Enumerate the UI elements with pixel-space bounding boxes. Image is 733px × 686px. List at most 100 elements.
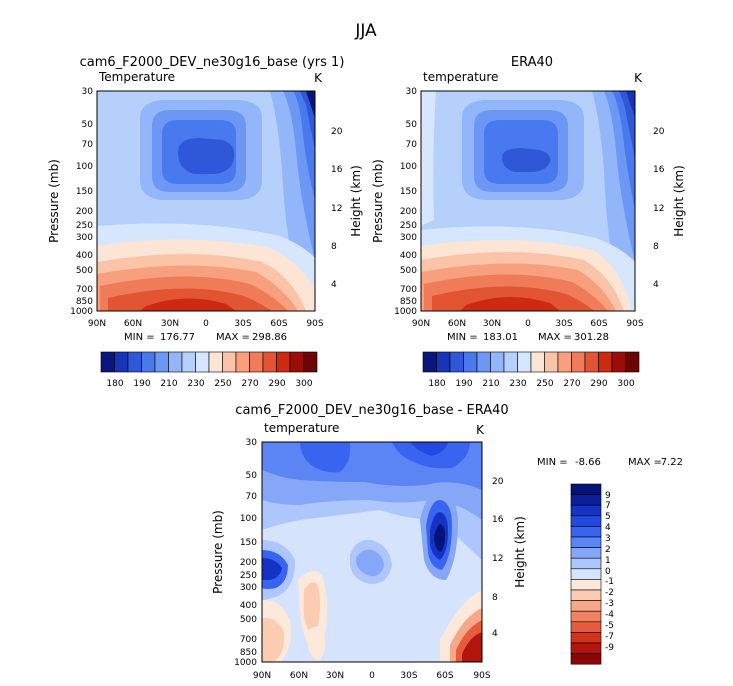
height-tick-label: 8 (492, 593, 498, 603)
x-tick-label: 30N (326, 671, 344, 681)
y-tick-label: 50 (406, 120, 418, 130)
panel-model-title: cam6_F2000_DEV_ne30g16_base (yrs 1) (80, 55, 345, 70)
contour-band-tropical-minus2 (356, 549, 384, 577)
y-tick-label: 250 (400, 221, 417, 231)
colorbar-swatch (570, 589, 602, 601)
contour-band-plus-right4 (462, 632, 482, 662)
contour-band-upper-minus4 (300, 442, 351, 473)
colorbar-label: 7 (605, 501, 611, 511)
panel-era-x-ticks: 90N 60N 30N 0 30S 60S 90S (412, 319, 644, 329)
panel-model: cam6_F2000_DEV_ne30g16_base (yrs 1) Temp… (47, 55, 363, 389)
y-tick-label: 300 (240, 583, 257, 593)
colorbar-label: 290 (268, 379, 285, 389)
max-value: 298.86 (252, 332, 287, 343)
y-tick-label: 300 (400, 233, 417, 243)
y-tick-label: 100 (400, 162, 417, 172)
y-tick-label: 50 (246, 471, 258, 481)
colorbar-label: 270 (241, 379, 258, 389)
panel-model-colorbar-labels: 180 190 210 230 250 270 290 300 (106, 379, 312, 389)
colorbar-swatch (449, 351, 464, 373)
x-tick-label: 0 (203, 319, 209, 329)
x-tick-label: 90S (473, 671, 490, 681)
panel-model-minmax: MIN = 176.77 MAX = 298.86 (124, 332, 287, 343)
panel-diff-x-ticks: 90N 60N 30N 0 30S 60S 90S (253, 671, 491, 681)
height-tick-label: 12 (653, 204, 664, 214)
panel-diff-frame (261, 441, 483, 663)
y-tick-label: 500 (400, 266, 417, 276)
panel-model-ylabel-right: Height (km) (349, 165, 363, 236)
panel-era-height-ticks: 20 16 12 8 4 (653, 127, 665, 290)
colorbar-swatch (235, 351, 250, 373)
panel-diff: cam6_F2000_DEV_ne30g16_base - ERA40 temp… (211, 403, 683, 681)
colorbar-label: -7 (605, 632, 614, 642)
height-tick-label: 20 (653, 127, 665, 137)
colorbar-swatch (422, 351, 437, 373)
y-tick-label: 400 (400, 251, 417, 261)
colorbar-swatch (570, 632, 602, 644)
min-label: MIN = (537, 457, 568, 468)
colorbar-swatch (557, 351, 572, 373)
colorbar-label: -4 (605, 610, 614, 620)
x-tick-label: 60N (124, 319, 142, 329)
x-tick-label: 90S (626, 319, 643, 329)
colorbar-swatch (289, 351, 304, 373)
min-label: MIN = (447, 332, 478, 343)
y-tick-label: 1000 (394, 307, 417, 317)
colorbar-swatch (570, 483, 602, 495)
x-tick-label: 90S (306, 319, 323, 329)
colorbar-label: 210 (482, 379, 499, 389)
x-tick-label: 60S (436, 671, 453, 681)
panel-model-contours (97, 91, 315, 311)
panel-diff-title: cam6_F2000_DEV_ne30g16_base - ERA40 (235, 403, 508, 418)
colorbar-label: 9 (605, 491, 611, 501)
min-value: -8.66 (575, 457, 601, 468)
y-tick-label: 150 (240, 538, 257, 548)
y-tick-label: 700 (400, 285, 417, 295)
panel-diff-left-label: temperature (264, 421, 339, 435)
colorbar-swatch (114, 351, 129, 373)
x-tick-label: 30S (234, 319, 251, 329)
colorbar-swatch (570, 494, 602, 506)
panel-diff-ylabel-right: Height (km) (513, 516, 527, 587)
y-tick-label: 250 (76, 221, 93, 231)
height-tick-label: 12 (331, 204, 342, 214)
colorbar-label: -9 (605, 643, 614, 653)
colorbar-swatch (570, 579, 602, 591)
colorbar-label: 180 (428, 379, 445, 389)
colorbar-swatch (262, 351, 277, 373)
colorbar-label: 210 (160, 379, 177, 389)
y-tick-label: 850 (76, 297, 93, 307)
y-tick-label: 30 (246, 438, 258, 448)
colorbar-label: 3 (605, 534, 611, 544)
colorbar-swatch (570, 568, 602, 580)
panel-diff-height-ticks: 20 16 12 8 4 (492, 477, 504, 639)
height-tick-label: 20 (492, 477, 504, 487)
colorbar-swatch (249, 351, 264, 373)
panel-diff-colorbar (570, 483, 602, 665)
y-tick-label: 500 (76, 266, 93, 276)
colorbar-label: -3 (605, 599, 614, 609)
contour-band-edge-pale (421, 91, 436, 226)
height-tick-label: 16 (653, 165, 665, 175)
colorbar-swatch (544, 351, 559, 373)
y-tick-label: 150 (76, 187, 93, 197)
x-tick-label: 60N (448, 319, 466, 329)
height-tick-label: 8 (653, 242, 659, 252)
max-label: MAX = (538, 332, 572, 343)
colorbar-label: 180 (106, 379, 123, 389)
colorbar-label: 300 (295, 379, 312, 389)
colorbar-swatch (570, 515, 602, 527)
panel-model-height-ticks: 20 16 12 8 4 (331, 127, 343, 290)
y-tick-label: 700 (76, 285, 93, 295)
panel-era-colorbar (422, 351, 640, 373)
x-tick-label: 0 (369, 671, 375, 681)
contour-band-lower-red (460, 296, 560, 311)
y-tick-label: 300 (76, 233, 93, 243)
colorbar-label: 5 (605, 512, 611, 522)
colorbar-swatch (584, 351, 599, 373)
colorbar-swatch (490, 351, 505, 373)
panel-era-y-ticks: 30 50 70 100 150 200 250 300 400 500 700… (394, 87, 417, 317)
contour-band-left-minus5 (262, 558, 282, 580)
height-tick-label: 16 (331, 165, 343, 175)
